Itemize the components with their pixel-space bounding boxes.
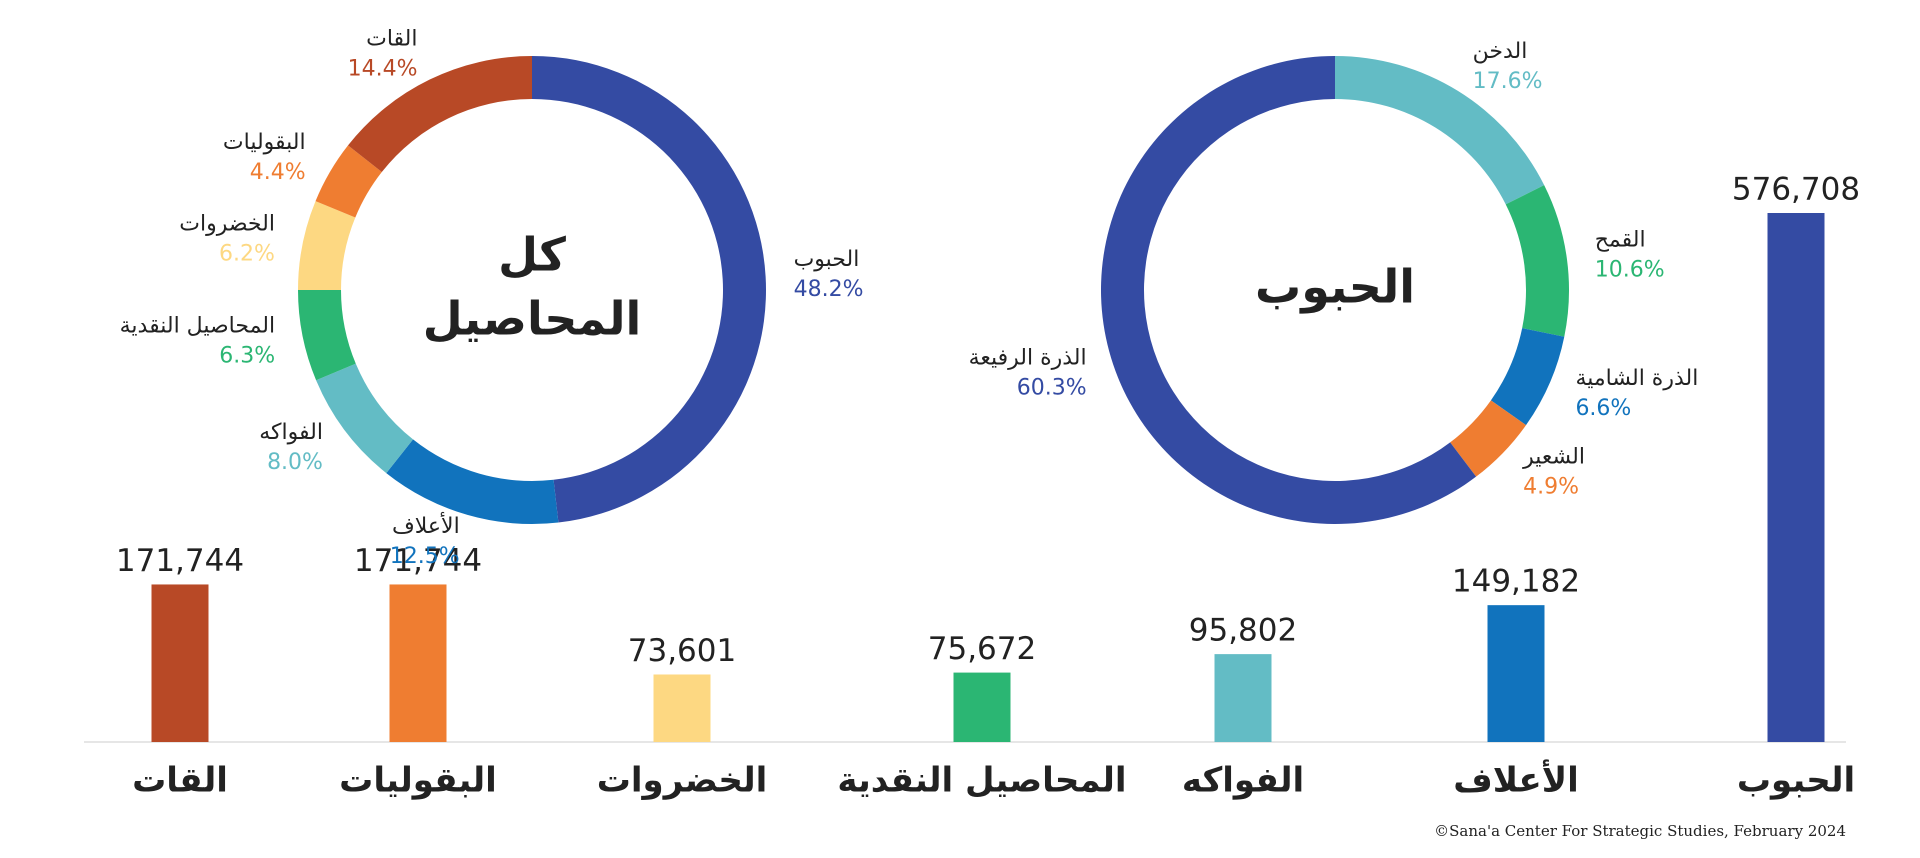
donut-segment (1490, 328, 1565, 426)
segment-name: الذرة الشامية (1575, 366, 1698, 391)
value-label: 95,802 (1189, 613, 1297, 649)
donut-segment (298, 290, 356, 381)
donut-segment (532, 56, 767, 523)
center-label: الحبوب (1255, 260, 1415, 314)
bar (389, 584, 447, 742)
center-label: كل (498, 228, 566, 282)
category-label: الخضروات (597, 761, 768, 801)
category-label: الفواكه (1182, 761, 1304, 801)
segment-value: 8.0% (267, 450, 323, 475)
category-label: البقوليات (339, 761, 497, 801)
bar (953, 672, 1011, 742)
donut-segment (386, 439, 559, 524)
donut-segment (298, 201, 356, 290)
segment-name: الدخن (1473, 39, 1528, 64)
segment-value: 48.2% (794, 277, 864, 302)
bar (653, 674, 711, 742)
donut-segment (1505, 185, 1570, 337)
donut-segment (348, 56, 532, 172)
segment-name: القمح (1595, 228, 1646, 253)
segment-value: 4.4% (250, 160, 306, 185)
value-label: 73,601 (628, 633, 736, 669)
segment-name: الشعير (1522, 444, 1585, 469)
segment-name: البقوليات (223, 130, 306, 155)
segment-name: الذرة الرفيعة (969, 345, 1087, 370)
donut-segment (316, 363, 414, 474)
value-label: 171,744 (354, 543, 482, 579)
segment-value: 6.2% (219, 241, 275, 266)
donut-segment (1101, 56, 1477, 524)
value-label: 149,182 (1452, 564, 1580, 600)
segment-name: الأعلاف (392, 512, 460, 539)
category-label: الأعلاف (1453, 759, 1579, 801)
category-label: القات (132, 761, 228, 801)
segment-name: الخضروات (179, 211, 275, 236)
value-label: 576,708 (1732, 172, 1860, 208)
value-label: 171,744 (116, 543, 244, 579)
segment-name: الحبوب (794, 247, 860, 272)
segment-name: القات (366, 26, 417, 51)
segment-value: 6.3% (219, 344, 275, 369)
segment-value: 4.9% (1523, 474, 1579, 499)
category-label: المحاصيل النقدية (837, 761, 1126, 801)
bar (1487, 605, 1545, 742)
donut-segment (315, 145, 382, 218)
bar (1214, 654, 1272, 742)
credit: ©Sana'a Center For Strategic Studies, Fe… (1434, 822, 1846, 840)
segment-value: 17.6% (1473, 69, 1543, 94)
segment-name: المحاصيل النقدية (120, 314, 275, 339)
bar (151, 584, 209, 742)
segment-value: 12.5% (390, 544, 460, 569)
segment-value: 6.6% (1575, 396, 1631, 421)
donut-segment (1450, 400, 1527, 477)
category-label: الحبوب (1737, 761, 1855, 801)
segment-value: 14.4% (348, 56, 418, 81)
segment-value: 60.3% (1017, 375, 1087, 400)
segment-value: 10.6% (1595, 258, 1665, 283)
donut-segment (1335, 56, 1545, 205)
value-label: 75,672 (928, 631, 1036, 667)
segment-name: الفواكه (259, 420, 323, 445)
center-label: المحاصيل (423, 292, 642, 346)
bar (1767, 213, 1825, 742)
